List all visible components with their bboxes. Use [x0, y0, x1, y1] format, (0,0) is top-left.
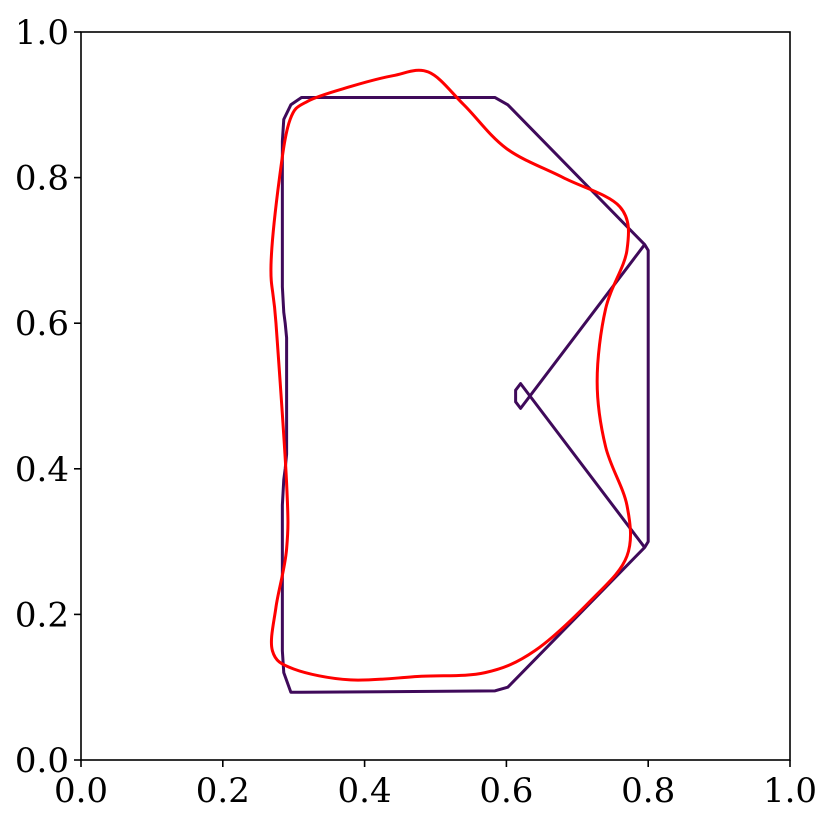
- tick-layer: 0.0 0.2 0.4 0.6 0.8 1.0 0.0 0.2 0.4 0.6 0.8 1.0: [15, 13, 817, 811]
- y-tick-label: 0.6: [15, 304, 69, 344]
- x-tick-label: 0.2: [196, 771, 250, 811]
- y-tick-label: 1.0: [15, 13, 69, 53]
- y-tick-label: 0.8: [15, 159, 69, 199]
- x-tick-label: 1.0: [763, 771, 817, 811]
- axes-frame: [80, 31, 791, 761]
- y-tick-label: 0.4: [15, 450, 69, 490]
- contour-line-1: [280, 96, 650, 694]
- x-tick-label: 0.4: [338, 771, 392, 811]
- series-layer: [269, 68, 650, 694]
- y-tick-label: 0.0: [15, 741, 69, 781]
- contour-line-2: [269, 68, 632, 682]
- x-tick-label: 0.8: [621, 771, 675, 811]
- x-tick-label: 0.6: [479, 771, 533, 811]
- x-tick-label: 0.0: [54, 771, 108, 811]
- y-tick-label: 0.2: [15, 595, 69, 635]
